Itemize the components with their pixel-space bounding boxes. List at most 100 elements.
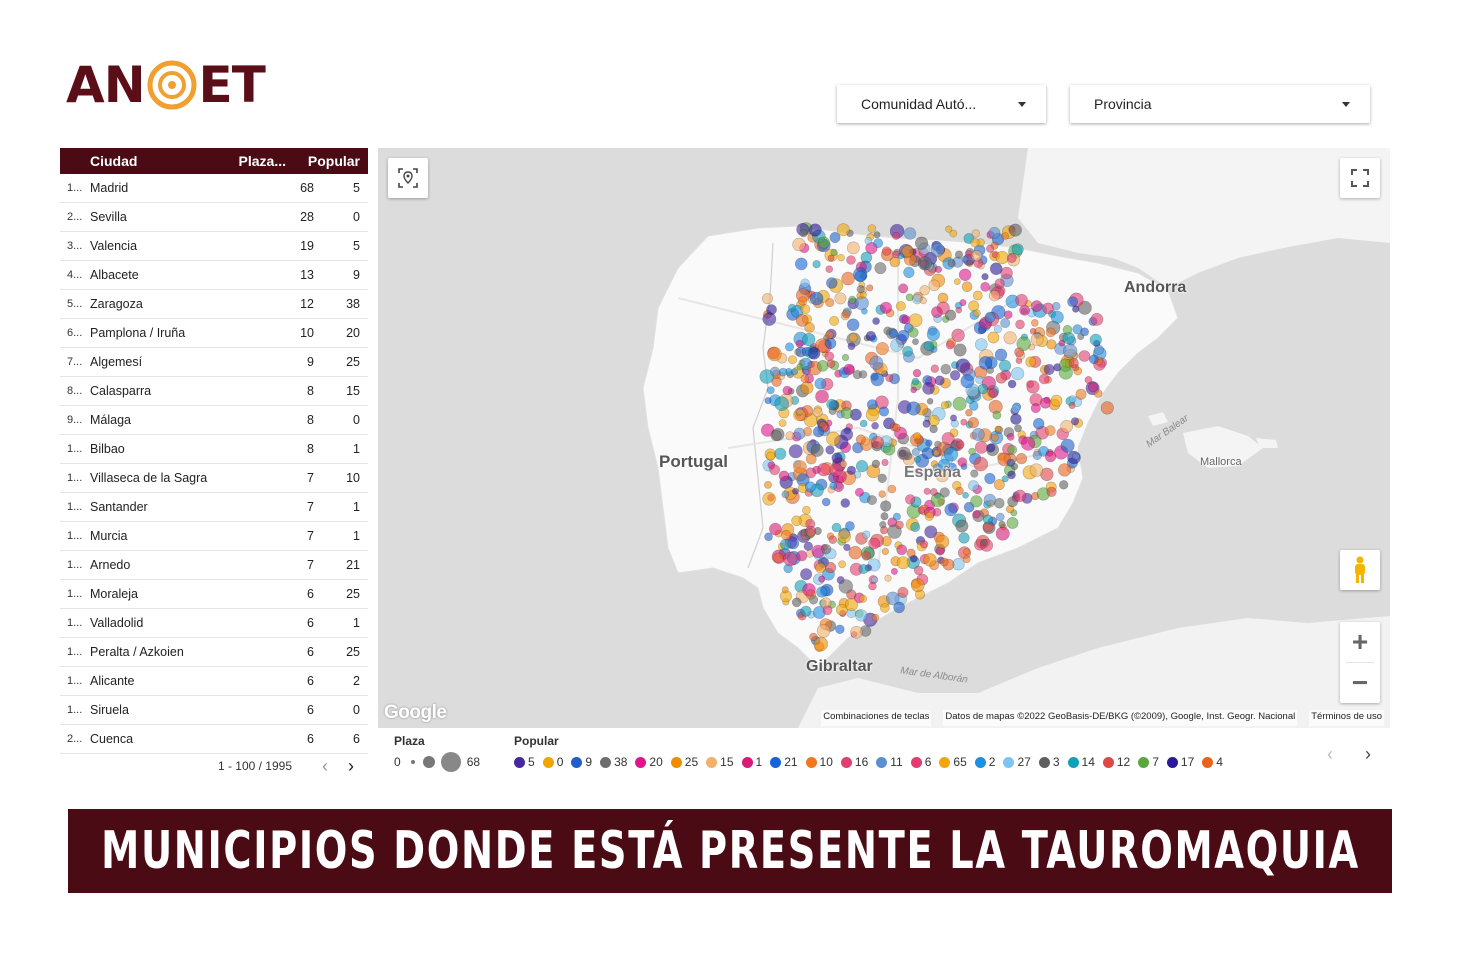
municipality-marker[interactable] bbox=[791, 597, 802, 608]
municipality-marker[interactable] bbox=[1090, 312, 1104, 326]
municipality-marker[interactable] bbox=[804, 322, 815, 333]
municipality-marker[interactable] bbox=[787, 303, 796, 312]
municipality-marker[interactable] bbox=[1050, 394, 1063, 407]
municipality-marker[interactable] bbox=[995, 372, 1007, 384]
municipality-marker[interactable] bbox=[970, 249, 983, 262]
municipality-marker[interactable] bbox=[972, 290, 983, 301]
municipality-marker[interactable] bbox=[816, 624, 831, 638]
municipality-marker[interactable] bbox=[801, 346, 812, 357]
municipality-marker[interactable] bbox=[902, 345, 913, 357]
table-row[interactable]: 1... Murcia 7 1 bbox=[60, 522, 368, 551]
municipality-marker[interactable] bbox=[824, 330, 834, 340]
municipality-marker[interactable] bbox=[952, 396, 967, 411]
municipality-marker[interactable] bbox=[844, 521, 855, 531]
municipality-marker[interactable] bbox=[865, 408, 880, 422]
municipality-marker[interactable] bbox=[970, 238, 980, 248]
municipality-marker[interactable] bbox=[926, 327, 941, 341]
municipality-marker[interactable] bbox=[875, 342, 889, 356]
terms-link[interactable]: Términos de uso bbox=[1309, 710, 1384, 726]
municipality-marker[interactable] bbox=[961, 255, 969, 263]
municipality-marker[interactable] bbox=[847, 342, 856, 351]
legend-item[interactable]: 1 bbox=[741, 755, 762, 769]
municipality-marker[interactable] bbox=[988, 226, 1001, 239]
municipality-marker[interactable] bbox=[892, 512, 901, 521]
municipality-marker[interactable] bbox=[850, 625, 863, 639]
municipality-marker[interactable] bbox=[939, 557, 949, 567]
municipality-marker[interactable] bbox=[922, 419, 931, 428]
legend-item[interactable]: 7 bbox=[1138, 755, 1159, 769]
table-row[interactable]: 3... Valencia 19 5 bbox=[60, 232, 368, 261]
legend-item[interactable]: 14 bbox=[1067, 755, 1095, 769]
table-row[interactable]: 1... Villaseca de la Sagra 7 10 bbox=[60, 464, 368, 493]
municipality-marker[interactable] bbox=[962, 491, 969, 499]
legend-item[interactable]: 25 bbox=[670, 755, 698, 769]
municipality-marker[interactable] bbox=[922, 382, 935, 395]
municipality-marker[interactable] bbox=[848, 546, 862, 560]
locate-pin-icon[interactable] bbox=[388, 158, 428, 198]
municipality-marker[interactable] bbox=[995, 250, 1009, 265]
municipality-marker[interactable] bbox=[793, 427, 806, 440]
municipality-marker[interactable] bbox=[1015, 319, 1025, 330]
municipality-marker[interactable] bbox=[910, 578, 925, 593]
municipality-marker[interactable] bbox=[764, 397, 772, 405]
municipality-marker[interactable] bbox=[855, 609, 868, 622]
municipality-marker[interactable] bbox=[897, 586, 909, 598]
table-row[interactable]: 5... Zaragoza 12 38 bbox=[60, 290, 368, 319]
comunidad-autonoma-filter[interactable]: Comunidad Autó... bbox=[837, 85, 1046, 123]
municipality-marker[interactable] bbox=[802, 333, 816, 347]
municipality-marker[interactable] bbox=[818, 575, 826, 583]
municipality-marker[interactable] bbox=[930, 364, 939, 373]
pegman-icon[interactable] bbox=[1340, 550, 1380, 590]
municipality-marker[interactable] bbox=[990, 433, 999, 442]
municipality-marker[interactable] bbox=[1087, 382, 1099, 393]
municipality-marker[interactable] bbox=[800, 605, 812, 617]
municipality-marker[interactable] bbox=[844, 598, 858, 612]
municipality-marker[interactable] bbox=[994, 278, 1005, 289]
municipality-marker[interactable] bbox=[888, 328, 899, 339]
municipality-marker[interactable] bbox=[1050, 310, 1064, 324]
municipality-marker[interactable] bbox=[993, 324, 1003, 334]
municipality-marker[interactable] bbox=[781, 490, 790, 499]
municipality-marker[interactable] bbox=[1006, 432, 1015, 441]
zoom-in-button[interactable]: + bbox=[1351, 626, 1369, 657]
municipality-marker[interactable] bbox=[1051, 301, 1061, 311]
municipality-marker[interactable] bbox=[874, 262, 887, 275]
municipality-marker[interactable] bbox=[829, 481, 838, 490]
municipality-marker[interactable] bbox=[890, 338, 904, 352]
municipality-marker[interactable] bbox=[910, 521, 921, 532]
municipality-marker[interactable] bbox=[864, 236, 873, 245]
municipality-marker[interactable] bbox=[782, 385, 793, 396]
municipality-marker[interactable] bbox=[925, 439, 933, 447]
municipality-marker[interactable] bbox=[896, 544, 908, 556]
municipality-marker[interactable] bbox=[895, 520, 904, 530]
municipality-marker[interactable] bbox=[795, 339, 804, 348]
municipality-marker[interactable] bbox=[1029, 463, 1044, 477]
municipality-marker[interactable] bbox=[923, 340, 934, 352]
municipality-marker[interactable] bbox=[810, 443, 824, 457]
legend-item[interactable]: 6 bbox=[910, 755, 931, 769]
table-row[interactable]: 7... Algemesí 9 25 bbox=[60, 348, 368, 377]
municipality-marker[interactable] bbox=[924, 525, 938, 539]
municipality-marker[interactable] bbox=[970, 469, 979, 478]
municipality-marker[interactable] bbox=[965, 409, 973, 417]
municipality-marker[interactable] bbox=[791, 515, 802, 527]
municipality-marker[interactable] bbox=[1013, 489, 1027, 502]
municipality-marker[interactable] bbox=[932, 449, 940, 457]
municipality-marker[interactable] bbox=[914, 455, 921, 463]
municipality-marker[interactable] bbox=[989, 262, 1003, 276]
legend-item[interactable]: 21 bbox=[770, 755, 798, 769]
fullscreen-icon[interactable] bbox=[1340, 158, 1380, 198]
municipality-marker[interactable] bbox=[762, 491, 776, 506]
municipality-marker[interactable] bbox=[923, 553, 937, 567]
municipality-marker[interactable] bbox=[1100, 401, 1114, 415]
municipality-marker[interactable] bbox=[841, 309, 851, 319]
municipality-marker[interactable] bbox=[787, 355, 797, 365]
municipality-marker[interactable] bbox=[841, 271, 855, 286]
municipality-marker[interactable] bbox=[1029, 328, 1037, 335]
municipality-marker[interactable] bbox=[947, 259, 956, 268]
municipality-marker[interactable] bbox=[982, 514, 993, 525]
municipality-marker[interactable] bbox=[958, 268, 972, 282]
municipality-marker[interactable] bbox=[892, 250, 900, 259]
municipality-marker[interactable] bbox=[924, 511, 934, 521]
legend-item[interactable]: 20 bbox=[635, 755, 663, 769]
